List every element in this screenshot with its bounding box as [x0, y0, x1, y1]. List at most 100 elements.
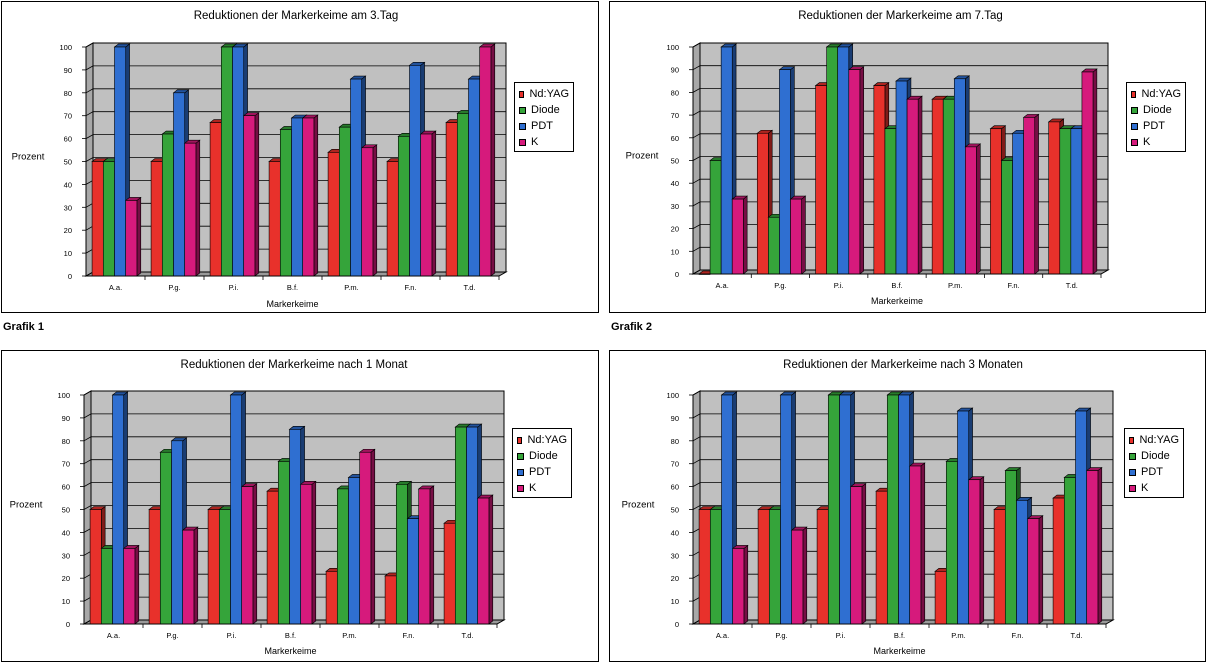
x-tick-label: A.a. [716, 631, 729, 640]
legend-swatch [519, 138, 526, 146]
y-tick-label: 20 [62, 574, 70, 583]
chart-panel-2: Reduktionen der Markerkeime am 7.Tag 0 10 2… [609, 1, 1206, 313]
legend-label: PDT [1141, 466, 1163, 478]
bar-k-1 [731, 195, 749, 275]
bar-k-1 [124, 196, 142, 277]
legend-label: Nd:YAG [1141, 88, 1181, 100]
bar-k-6 [1022, 113, 1040, 275]
legend-item: Diode [1131, 102, 1181, 118]
legend-swatch [519, 106, 526, 114]
y-tick-label: 40 [62, 528, 70, 537]
legend-swatch [1129, 484, 1136, 492]
x-axis-label: Markerkeime [266, 299, 318, 309]
gridline [692, 390, 1113, 396]
bar-k-3 [240, 482, 258, 625]
y-axis-label: Prozent [626, 151, 659, 162]
x-tick-label: F.n. [404, 283, 416, 292]
y-tick-label: 100 [666, 43, 679, 52]
y-tick-label: 30 [671, 202, 679, 211]
chart-panel-3: Reduktionen der Markerkeime nach 1 Monat… [1, 350, 599, 662]
legend-label: Diode [1141, 450, 1170, 462]
legend-item: PDT [1131, 118, 1181, 134]
legend-label: Nd:YAG [527, 434, 567, 446]
x-tick-label: P.i. [229, 283, 239, 292]
x-tick-label: F.n. [1011, 631, 1023, 640]
bar-k-3 [849, 482, 867, 625]
x-tick-label: B.f. [891, 281, 902, 290]
y-tick-label: 60 [671, 134, 679, 143]
x-tick-label: P.m. [948, 281, 962, 290]
legend-label: K [1141, 482, 1149, 494]
legend-swatch [517, 468, 524, 476]
legend-label: PDT [531, 120, 553, 132]
x-tick-label: B.f. [894, 631, 905, 640]
legend-item: K [1129, 480, 1179, 496]
y-tick-label: 70 [671, 460, 679, 469]
legend-item: K [1131, 134, 1181, 150]
bar-k-7 [1081, 68, 1098, 275]
y-tick-label: 50 [62, 506, 70, 515]
y-tick-label: 20 [671, 574, 679, 583]
bar-k-3 [242, 112, 260, 277]
gridline [692, 436, 1113, 442]
legend-swatch [517, 436, 523, 444]
x-tick-label: P.g. [774, 281, 786, 290]
legend-item: Nd:YAG [519, 86, 569, 102]
gridline [85, 65, 506, 71]
chart-title: Reduktionen der Markerkeime am 7.Tag [798, 10, 1003, 22]
legend-swatch [1131, 138, 1138, 146]
legend-swatch [1129, 468, 1136, 476]
grafik-label-2: Grafik 2 [611, 321, 652, 333]
bar-k-4 [906, 95, 923, 275]
x-tick-label: P.i. [836, 631, 846, 640]
gridline [85, 111, 506, 117]
legend-item: Nd:YAG [1131, 86, 1181, 102]
legend-label: Nd:YAG [529, 88, 569, 100]
x-tick-label: P.g. [166, 631, 178, 640]
y-tick-label: 0 [675, 270, 679, 279]
y-tick-label: 80 [671, 88, 679, 97]
y-tick-label: 40 [671, 179, 679, 188]
legend-label: K [1143, 136, 1151, 148]
bar-k-5 [967, 476, 985, 625]
y-tick-label: 0 [675, 620, 679, 629]
chart-svg-4: Reduktionen der Markerkeime nach 3 Monat… [622, 359, 1115, 656]
x-tick-label: T.d. [463, 283, 475, 292]
x-tick-label: A.a. [109, 283, 122, 292]
y-tick-label: 60 [671, 483, 679, 492]
y-tick-label: 30 [64, 203, 72, 212]
bar-k-7 [478, 43, 496, 277]
x-tick-label: T.d. [461, 631, 473, 640]
legend-swatch [1131, 106, 1138, 114]
y-tick-label: 60 [64, 135, 72, 144]
legend-item: Nd:YAG [1129, 432, 1179, 448]
bar-k-2 [789, 195, 807, 275]
y-tick-label: 80 [671, 437, 679, 446]
x-tick-label: T.d. [1070, 631, 1082, 640]
y-tick-label: 0 [66, 620, 70, 629]
chart-title: Reduktionen der Markerkeime nach 1 Monat [181, 359, 409, 371]
x-tick-label: A.a. [107, 631, 120, 640]
y-tick-label: 50 [671, 157, 679, 166]
legend-item: PDT [519, 118, 569, 134]
y-tick-label: 90 [64, 66, 72, 75]
y-tick-label: 90 [671, 66, 679, 75]
legend-label: Diode [529, 450, 558, 462]
y-tick-label: 30 [671, 551, 679, 560]
legend-swatch [1129, 436, 1135, 444]
legend-swatch [517, 452, 524, 460]
legend-item: PDT [1129, 464, 1179, 480]
gridline [85, 134, 506, 139]
legend-label: Nd:YAG [1139, 434, 1179, 446]
legend-item: K [519, 134, 569, 150]
bar-k-6 [417, 485, 435, 625]
gridline [692, 459, 1113, 465]
x-tick-label: F.n. [1008, 281, 1020, 290]
x-tick-label: P.m. [951, 631, 965, 640]
legend-2: Nd:YAG Diode PDT K [1126, 82, 1186, 152]
x-tick-label: P.i. [227, 631, 237, 640]
legend-item: PDT [517, 464, 567, 480]
y-tick-label: 70 [62, 460, 70, 469]
x-tick-label: P.g. [168, 283, 180, 292]
y-tick-label: 100 [57, 391, 70, 400]
